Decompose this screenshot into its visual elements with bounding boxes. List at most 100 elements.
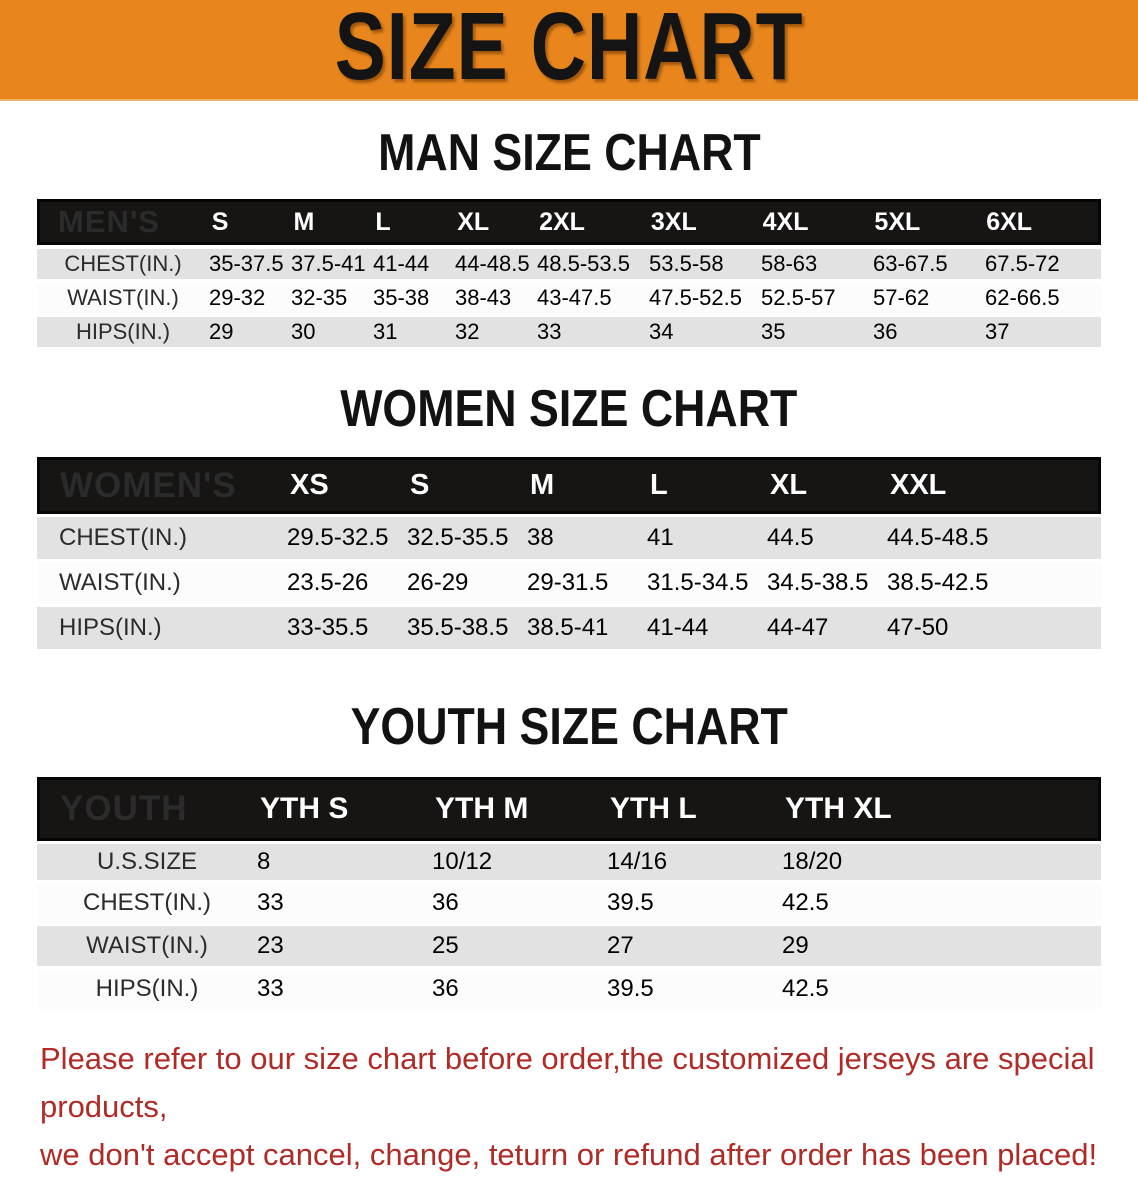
size-value-cell: 52.5-57 bbox=[761, 285, 836, 310]
size-value-cell: 26-29 bbox=[407, 569, 469, 596]
size-value-cell: 33 bbox=[537, 319, 562, 344]
size-header-cell: 4XL bbox=[762, 207, 809, 236]
size-value-cell: 36 bbox=[873, 319, 898, 344]
page-title: SIZE CHART bbox=[334, 0, 804, 100]
size-value-cell: 33 bbox=[257, 975, 284, 1002]
row-label: WAIST(IN.) bbox=[67, 285, 179, 310]
size-value-cell: 29-31.5 bbox=[527, 569, 609, 596]
youth-heading-text: YOUTH SIZE CHART bbox=[350, 698, 788, 756]
youth-chest-row: CHEST(IN.) 33 36 39.5 42.5 bbox=[37, 883, 1101, 923]
size-value-cell: 14/16 bbox=[607, 848, 668, 875]
size-header-cell: L bbox=[650, 469, 668, 501]
size-value-cell: 34 bbox=[649, 319, 674, 344]
row-label: HIPS(IN.) bbox=[59, 614, 162, 641]
size-header-cell: L bbox=[375, 207, 391, 236]
size-value-cell: 62-66.5 bbox=[985, 285, 1060, 310]
size-value-cell: 33-35.5 bbox=[287, 614, 369, 641]
size-value-cell: 37 bbox=[985, 319, 1010, 344]
women-waist-row: WAIST(IN.) 23.5-26 26-29 29-31.5 31.5-34… bbox=[37, 562, 1101, 604]
row-label: CHEST(IN.) bbox=[64, 251, 182, 276]
size-chart-banner: SIZE CHART bbox=[0, 0, 1138, 101]
row-label: WAIST(IN.) bbox=[86, 932, 208, 959]
men-size-table: MEN'S S M L XL 2XL 3XL 4XL 5XL 6XL CHEST… bbox=[37, 199, 1101, 347]
size-value-cell: 44-47 bbox=[767, 614, 829, 641]
women-hips-row: HIPS(IN.) 33-35.5 35.5-38.5 38.5-41 41-4… bbox=[37, 607, 1101, 649]
note-line-1: Please refer to our size chart before or… bbox=[40, 1041, 1095, 1124]
size-header-cell: XXL bbox=[890, 469, 947, 501]
size-value-cell: 38-43 bbox=[455, 285, 512, 310]
size-value-cell: 35.5-38.5 bbox=[407, 614, 509, 641]
note-line-2: we don't accept cancel, change, teturn o… bbox=[40, 1137, 1098, 1172]
size-header-cell: YTH XL bbox=[785, 792, 892, 825]
size-header-cell: YTH L bbox=[610, 792, 697, 825]
size-header-cell: XS bbox=[290, 469, 329, 501]
size-value-cell: 18/20 bbox=[782, 848, 843, 875]
size-value-cell: 41-44 bbox=[373, 251, 430, 276]
size-value-cell: 38 bbox=[527, 524, 554, 551]
size-value-cell: 23.5-26 bbox=[287, 569, 369, 596]
men-waist-row: WAIST(IN.) 29-32 32-35 35-38 38-43 43-47… bbox=[37, 283, 1101, 313]
size-header-cell: 5XL bbox=[874, 207, 921, 236]
row-label: U.S.SIZE bbox=[96, 848, 198, 875]
size-value-cell: 32 bbox=[455, 319, 480, 344]
row-label: CHEST(IN.) bbox=[83, 889, 211, 916]
size-header-cell: 2XL bbox=[539, 207, 585, 236]
size-header-cell: YTH M bbox=[435, 792, 529, 825]
size-value-cell: 38.5-41 bbox=[527, 614, 609, 641]
women-chest-row: CHEST(IN.) 29.5-32.5 32.5-35.5 38 41 44.… bbox=[37, 517, 1101, 559]
size-value-cell: 31.5-34.5 bbox=[647, 569, 749, 596]
size-header-cell: 3XL bbox=[650, 207, 697, 236]
size-header-cell: XL bbox=[770, 469, 808, 501]
women-size-table: WOMEN'S XS S M L XL XXL CHEST(IN.) 29.5-… bbox=[37, 457, 1101, 649]
women-table-header: WOMEN'S XS S M L XL XXL bbox=[37, 457, 1101, 514]
size-value-cell: 42.5 bbox=[782, 889, 829, 916]
youth-table-title: YOUTH bbox=[60, 789, 188, 828]
size-value-cell: 35 bbox=[761, 319, 786, 344]
size-value-cell: 32-35 bbox=[291, 285, 348, 310]
size-value-cell: 23 bbox=[257, 932, 284, 959]
men-chest-row: CHEST(IN.) 35-37.5 37.5-41 41-44 44-48.5… bbox=[37, 249, 1101, 279]
size-value-cell: 35-38 bbox=[373, 285, 430, 310]
size-value-cell: 29 bbox=[209, 319, 234, 344]
size-value-cell: 37.5-41 bbox=[291, 251, 366, 276]
size-value-cell: 42.5 bbox=[782, 975, 829, 1002]
size-header-cell: M bbox=[530, 469, 555, 501]
row-label: HIPS(IN.) bbox=[95, 975, 199, 1002]
size-value-cell: 53.5-58 bbox=[649, 251, 724, 276]
size-value-cell: 31 bbox=[373, 319, 398, 344]
size-value-cell: 29-32 bbox=[209, 285, 266, 310]
size-header-cell: M bbox=[293, 207, 315, 236]
size-value-cell: 35-37.5 bbox=[209, 251, 284, 276]
size-value-cell: 41-44 bbox=[647, 614, 709, 641]
youth-table-header: YOUTH YTH S YTH M YTH L YTH XL bbox=[37, 777, 1101, 841]
men-table-header: MEN'S S M L XL 2XL 3XL 4XL 5XL 6XL bbox=[37, 199, 1101, 245]
youth-waist-row: WAIST(IN.) 23 25 27 29 bbox=[37, 926, 1101, 966]
men-table-title: MEN'S bbox=[58, 204, 160, 239]
size-value-cell: 8 bbox=[257, 848, 271, 875]
size-value-cell: 48.5-53.5 bbox=[537, 251, 630, 276]
size-value-cell: 29.5-32.5 bbox=[287, 524, 389, 551]
size-value-cell: 34.5-38.5 bbox=[767, 569, 869, 596]
size-value-cell: 29 bbox=[782, 932, 809, 959]
size-value-cell: 44-48.5 bbox=[455, 251, 530, 276]
size-value-cell: 30 bbox=[291, 319, 316, 344]
women-table-title: WOMEN'S bbox=[60, 465, 237, 505]
row-label: HIPS(IN.) bbox=[75, 319, 171, 344]
size-value-cell: 27 bbox=[607, 932, 634, 959]
women-section-heading: WOMEN SIZE CHART bbox=[0, 383, 1138, 435]
size-header-cell: S bbox=[410, 469, 430, 501]
size-value-cell: 38.5-42.5 bbox=[887, 569, 989, 596]
size-header-cell: YTH S bbox=[260, 792, 349, 825]
man-section-heading: MAN SIZE CHART bbox=[0, 127, 1138, 179]
size-value-cell: 47.5-52.5 bbox=[649, 285, 742, 310]
order-policy-note: Please refer to our size chart before or… bbox=[0, 1035, 1138, 1179]
row-label: WAIST(IN.) bbox=[59, 569, 181, 596]
size-value-cell: 43-47.5 bbox=[537, 285, 612, 310]
size-value-cell: 44.5-48.5 bbox=[887, 524, 989, 551]
size-value-cell: 32.5-35.5 bbox=[407, 524, 509, 551]
youth-size-table: YOUTH YTH S YTH M YTH L YTH XL U.S.SIZE … bbox=[37, 777, 1101, 1009]
women-heading-text: WOMEN SIZE CHART bbox=[340, 380, 798, 438]
size-value-cell: 25 bbox=[432, 932, 459, 959]
size-value-cell: 36 bbox=[432, 975, 459, 1002]
men-hips-row: HIPS(IN.) 29 30 31 32 33 34 35 36 37 bbox=[37, 317, 1101, 347]
